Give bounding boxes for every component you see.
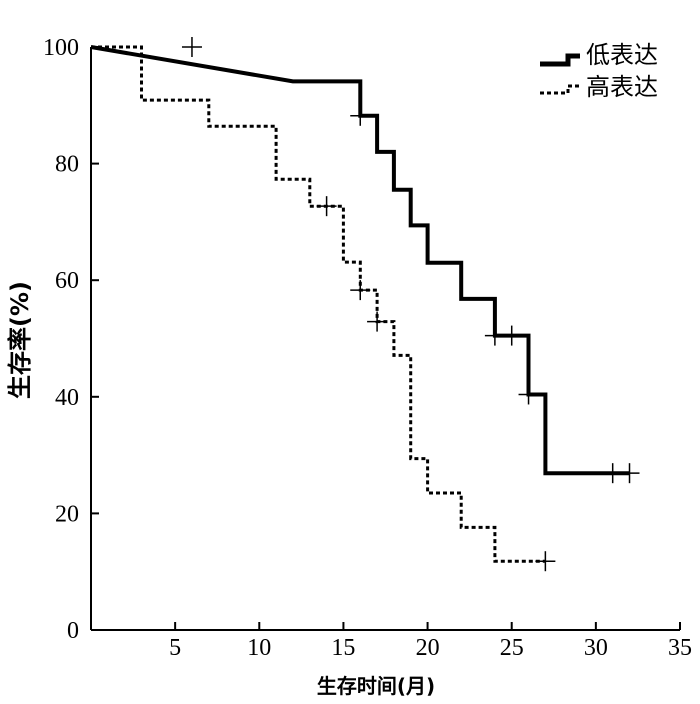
plot-area: [90, 37, 640, 572]
legend-item-high: 高表达: [540, 73, 658, 101]
x-tick-label: 20: [416, 635, 440, 661]
x-tick-label: 35: [668, 635, 692, 661]
series-high: [91, 45, 556, 572]
survival-curve: [91, 45, 546, 563]
y-tick-label: 60: [55, 268, 79, 294]
legend-item-low: 低表达: [540, 41, 658, 69]
x-tick-label: 5: [169, 635, 181, 661]
y-tick-label: 100: [43, 35, 79, 61]
x-axis-title: 生存时间(月): [317, 674, 435, 698]
y-axis-title: 生存率(%): [6, 281, 34, 399]
legend-swatch-high: [540, 84, 580, 95]
y-tick-label: 40: [55, 385, 79, 411]
x-tick-label: 25: [500, 635, 524, 661]
y-tick-label: 80: [55, 152, 79, 178]
x-tick-label: 30: [584, 635, 608, 661]
axes: [90, 47, 680, 631]
x-ticks: 5 10 15 20 25 30 35: [169, 622, 692, 661]
y-tick-label: 0: [67, 618, 79, 644]
x-tick-label: 15: [331, 635, 355, 661]
y-ticks: 0 20 40 60 80 100: [43, 35, 99, 644]
series-low: [90, 37, 640, 484]
legend-swatch-low: [540, 53, 580, 67]
y-tick-label: 20: [55, 501, 79, 527]
legend-label-high: 高表达: [586, 73, 658, 101]
legend: 低表达 高表达: [540, 41, 658, 101]
legend-label-low: 低表达: [586, 41, 658, 69]
x-tick-label: 10: [247, 635, 271, 661]
